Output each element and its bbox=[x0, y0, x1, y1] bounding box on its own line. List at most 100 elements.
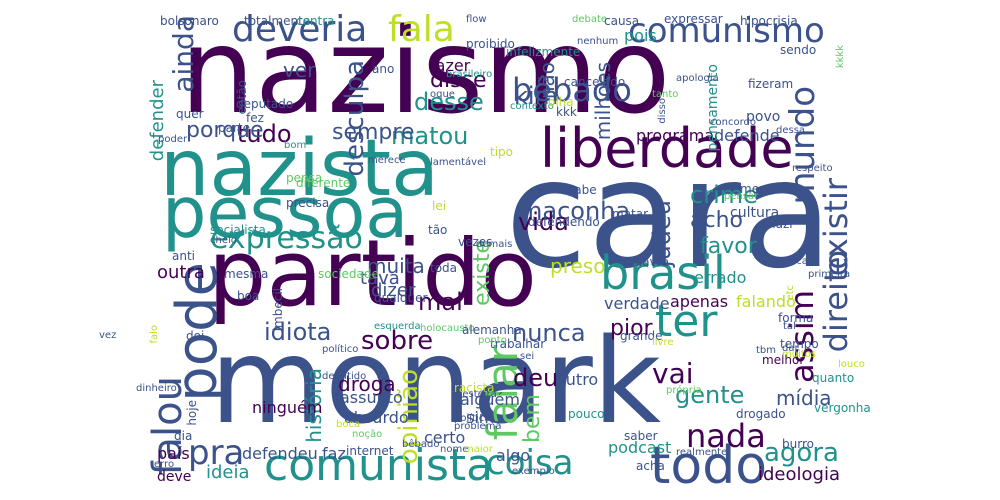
word: pensar bbox=[724, 191, 759, 202]
word: forma bbox=[778, 311, 814, 325]
word: vida bbox=[518, 208, 569, 236]
word: esquerda bbox=[374, 321, 421, 332]
word: apologia bbox=[676, 73, 719, 84]
word: crime bbox=[690, 181, 758, 209]
word: qualquer bbox=[374, 291, 428, 305]
word: coisa bbox=[486, 443, 574, 483]
word: agora bbox=[764, 438, 839, 468]
word: deu bbox=[513, 364, 559, 392]
word: sendo bbox=[780, 43, 817, 57]
word: vai bbox=[652, 357, 694, 390]
word: mal bbox=[418, 288, 463, 316]
word: flow bbox=[466, 14, 487, 25]
word: fica bbox=[790, 256, 808, 267]
word: erro bbox=[154, 459, 175, 470]
word: lamentável bbox=[430, 157, 487, 168]
word: alguém bbox=[460, 390, 520, 409]
word: outro bbox=[556, 370, 599, 389]
word: fez bbox=[246, 111, 264, 125]
word: monark bbox=[210, 312, 662, 450]
word: grande bbox=[620, 329, 663, 343]
word: cancelado bbox=[564, 75, 626, 89]
word: tempo bbox=[780, 337, 819, 351]
word: político bbox=[322, 344, 359, 355]
word: então bbox=[235, 80, 249, 115]
word: debate bbox=[572, 14, 608, 25]
word: alemanha bbox=[462, 323, 522, 337]
word: kkk bbox=[556, 105, 577, 119]
word: matou bbox=[391, 122, 469, 150]
word: apenas bbox=[670, 292, 729, 311]
word: nome bbox=[440, 444, 469, 455]
word: muita bbox=[367, 254, 425, 278]
word: nunca bbox=[512, 319, 586, 347]
word: socialista bbox=[210, 223, 266, 237]
word: precisa bbox=[286, 196, 330, 210]
word: lei bbox=[432, 199, 447, 213]
word: podcast bbox=[608, 438, 672, 457]
word: maior bbox=[464, 444, 493, 455]
word: poder bbox=[158, 134, 188, 145]
word: demitido bbox=[322, 371, 367, 382]
word: mídia bbox=[776, 386, 832, 410]
word: parte bbox=[218, 121, 250, 135]
word: palavra bbox=[624, 255, 670, 269]
word: imbecil bbox=[271, 288, 285, 332]
word: tipo bbox=[490, 145, 513, 159]
word: tbm bbox=[756, 345, 777, 356]
word: nada bbox=[686, 417, 766, 455]
word: concordo bbox=[710, 117, 756, 128]
word: olha bbox=[548, 95, 574, 109]
word: ver bbox=[283, 58, 316, 82]
word: brasileiro bbox=[446, 69, 493, 80]
word: brasil bbox=[600, 246, 726, 300]
word: pra bbox=[188, 433, 245, 473]
word: anti bbox=[172, 249, 195, 263]
word: maconha bbox=[519, 197, 631, 225]
word: não bbox=[535, 62, 559, 100]
word: cheio bbox=[210, 235, 237, 246]
word: defendeu bbox=[242, 444, 318, 463]
word: direito bbox=[817, 250, 855, 353]
word: pessoa bbox=[162, 172, 409, 254]
word: fala bbox=[388, 9, 455, 50]
word: defende bbox=[714, 126, 780, 145]
word: sempre bbox=[332, 120, 415, 145]
word: favor bbox=[700, 234, 757, 259]
word: nenhum bbox=[577, 36, 619, 47]
word: infelizmente bbox=[506, 45, 581, 59]
word: defender bbox=[147, 80, 168, 162]
word: kkkk bbox=[835, 45, 846, 69]
word: quanto bbox=[812, 371, 855, 385]
word: nazismo bbox=[180, 2, 671, 140]
word: droga bbox=[338, 372, 396, 396]
word: dizer bbox=[371, 280, 416, 301]
word: mesma bbox=[224, 267, 269, 281]
word: melhor bbox=[762, 353, 805, 367]
word: bolsonaro bbox=[160, 14, 219, 28]
word: pouco bbox=[568, 407, 605, 421]
word: pior bbox=[610, 316, 653, 341]
word: tanto bbox=[652, 89, 679, 100]
word: boca bbox=[336, 419, 361, 430]
word: causa bbox=[604, 14, 640, 28]
word: kim bbox=[514, 82, 558, 110]
word: nazi bbox=[768, 217, 793, 231]
word: bêbado bbox=[402, 439, 440, 450]
word: doi bbox=[186, 329, 205, 343]
word: idiota bbox=[264, 318, 332, 346]
word: povo bbox=[746, 109, 781, 125]
word: ter bbox=[655, 296, 718, 347]
word: hoje bbox=[185, 400, 199, 426]
word: tão bbox=[428, 223, 448, 237]
word: ano bbox=[372, 62, 395, 76]
word: comunista bbox=[264, 440, 494, 491]
word: própria bbox=[666, 385, 702, 396]
word: louco bbox=[838, 359, 865, 370]
word: muitos bbox=[782, 349, 817, 360]
word: expressão bbox=[210, 221, 363, 256]
word: faz bbox=[322, 444, 346, 463]
word: saber bbox=[624, 429, 658, 443]
word: bêbado bbox=[512, 71, 632, 109]
